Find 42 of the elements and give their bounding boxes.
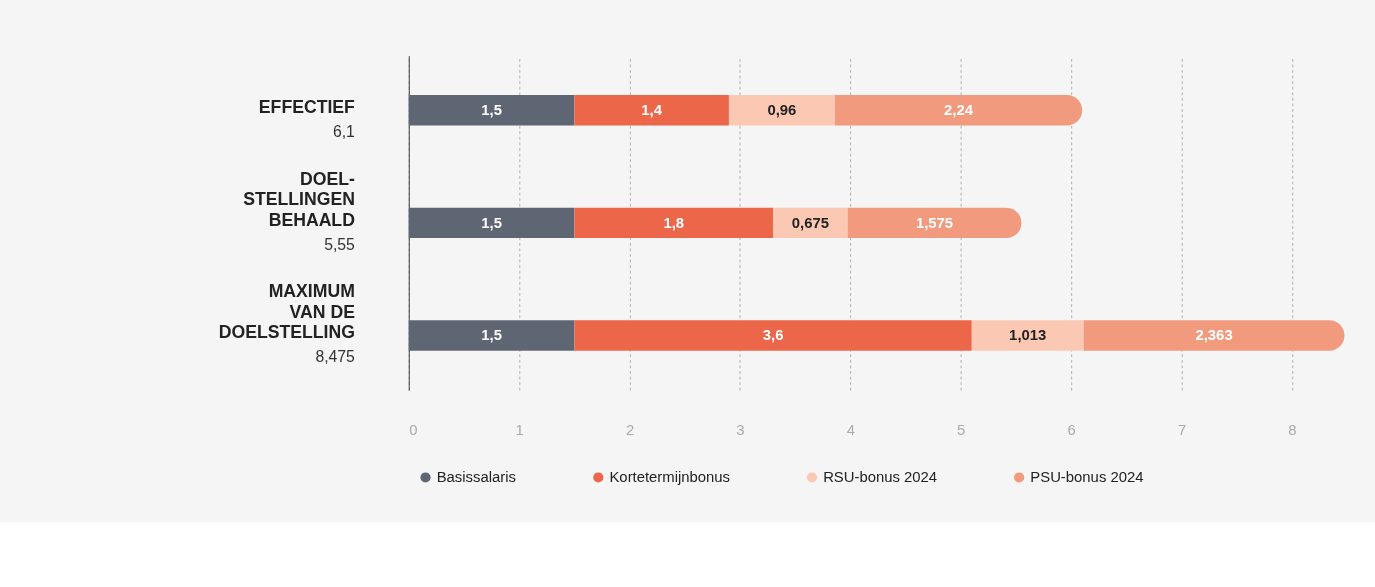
bar — [728, 95, 835, 126]
bar — [408, 320, 575, 351]
data-label: 1,013 — [1009, 327, 1047, 344]
x-tick-label: 7 — [1177, 422, 1187, 439]
bar — [1083, 320, 1345, 351]
bar — [574, 95, 729, 126]
data-label: 1,5 — [481, 101, 502, 118]
bar — [847, 207, 1022, 239]
x-tick-label: 1 — [515, 422, 524, 439]
bar — [971, 320, 1084, 351]
data-label: 1,8 — [663, 214, 685, 231]
text: 6,1 — [332, 123, 355, 141]
legend-label: RSU-bonus 2024 — [823, 469, 938, 486]
text: 5,55 — [324, 235, 356, 253]
data-label: 1,5 — [481, 214, 502, 231]
x-tick-label: 6 — [1067, 422, 1076, 439]
x-tick-label: 8 — [1288, 422, 1297, 439]
data-label: 1,4 — [641, 101, 663, 118]
legend-label: Basissalaris — [436, 469, 516, 486]
bar — [834, 95, 1083, 126]
text: 8,475 — [315, 348, 356, 366]
data-label: 3,6 — [762, 327, 784, 344]
bar — [574, 320, 972, 351]
data-label: 2,363 — [1195, 327, 1233, 344]
x-tick-label: 4 — [846, 422, 855, 439]
x-tick-label: 0 — [409, 422, 418, 439]
legend-label: PSU-bonus 2024 — [1030, 469, 1144, 486]
y-tick-label: MAXIMUM VAN DE DOELSTELLING — [218, 281, 356, 343]
data-label: 1,5 — [481, 327, 502, 344]
y-tick-label: DOEL-STELLINGEN BEHAALD — [243, 168, 356, 230]
x-tick-label: 3 — [736, 422, 745, 439]
legend-label: Kortetermijnbonus — [609, 469, 731, 486]
data-label: 0,96 — [767, 101, 797, 118]
data-label: 2,24 — [944, 101, 974, 118]
bar — [408, 95, 575, 126]
y-tick-label: EFFECTIEF — [258, 97, 356, 118]
data-label: 1,575 — [915, 214, 954, 231]
x-tick-label: 5 — [957, 422, 966, 439]
data-label: 0,675 — [791, 214, 829, 231]
bar — [408, 207, 575, 239]
bar — [574, 207, 774, 239]
x-tick-label: 2 — [625, 422, 635, 439]
